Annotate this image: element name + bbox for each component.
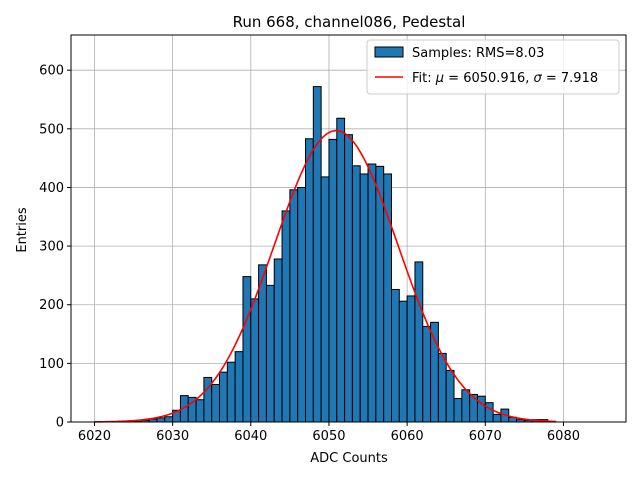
histogram-bar bbox=[344, 134, 353, 423]
histogram-bar bbox=[156, 417, 166, 423]
y-tick-label: 500 bbox=[39, 122, 64, 137]
x-axis-ticks: 6020 6030 6040 6050 6060 6070 6080 bbox=[78, 422, 580, 444]
histogram-bar bbox=[375, 165, 385, 423]
x-tick-label: 6060 bbox=[391, 429, 424, 444]
histogram-bar bbox=[390, 288, 400, 423]
histogram-bar bbox=[437, 352, 447, 423]
y-axis-ticks: 0 100 200 300 400 500 600 bbox=[39, 64, 71, 431]
legend-box bbox=[366, 39, 620, 95]
x-tick-label: 6030 bbox=[156, 429, 189, 444]
histogram-bar bbox=[312, 86, 322, 423]
gaussian-fit-curve bbox=[94, 129, 556, 423]
x-tick-label: 6080 bbox=[547, 429, 580, 444]
histogram-bar bbox=[242, 276, 252, 423]
histogram-bar bbox=[226, 361, 236, 423]
histogram-bar bbox=[211, 383, 221, 423]
y-tick-label: 100 bbox=[39, 357, 64, 372]
histogram-bar bbox=[453, 398, 463, 423]
x-axis-title: ADC Counts bbox=[310, 451, 388, 466]
legend-fit-label: Fit: μ = 6050.916, σ = 7.918 bbox=[412, 71, 598, 86]
histogram-bar bbox=[281, 210, 291, 423]
y-axis-title: Entries bbox=[15, 207, 30, 253]
histogram-bar bbox=[320, 176, 330, 423]
histogram-bar bbox=[476, 395, 486, 423]
histogram-bar bbox=[359, 173, 369, 423]
axes-frame bbox=[70, 34, 627, 423]
histogram-bar bbox=[336, 117, 346, 423]
x-tick-label: 6070 bbox=[469, 429, 502, 444]
y-tick-label: 200 bbox=[39, 298, 64, 313]
y-tick-label: 0 bbox=[56, 416, 64, 431]
histogram-bar bbox=[492, 413, 502, 423]
legend-samples-label: Samples: RMS=8.03 bbox=[412, 46, 544, 61]
histogram-bar bbox=[305, 138, 314, 423]
histogram-bar bbox=[289, 189, 299, 423]
legend: Samples: RMS=8.03 Fit: μ = 6050.916, σ =… bbox=[366, 39, 620, 95]
histogram-bar bbox=[328, 138, 338, 423]
histogram-bar bbox=[422, 325, 432, 423]
histogram-bar bbox=[250, 298, 260, 423]
histogram-bar bbox=[445, 369, 455, 423]
y-tick-label: 600 bbox=[39, 64, 64, 79]
histogram-bar bbox=[164, 416, 174, 423]
histogram-bar bbox=[398, 300, 408, 423]
histogram-bar bbox=[273, 258, 283, 423]
histogram-bar bbox=[484, 402, 494, 423]
histogram-bar bbox=[351, 165, 361, 423]
histogram-bar bbox=[219, 371, 228, 423]
x-tick-label: 6040 bbox=[234, 429, 267, 444]
histogram-bar bbox=[195, 399, 205, 423]
histogram-bar bbox=[234, 351, 244, 423]
histogram-bar bbox=[258, 264, 267, 423]
histogram-bar bbox=[414, 261, 424, 423]
x-tick-label: 6050 bbox=[312, 429, 345, 444]
histogram-bars bbox=[133, 86, 557, 423]
histogram-bar bbox=[406, 295, 416, 423]
chart-title: Run 668, channel086, Pedestal bbox=[233, 13, 466, 31]
y-tick-label: 400 bbox=[39, 181, 64, 196]
x-tick-label: 6020 bbox=[78, 429, 111, 444]
legend-samples-swatch bbox=[374, 46, 404, 58]
histogram-bar bbox=[383, 173, 392, 423]
histogram-bar bbox=[297, 186, 307, 423]
histogram-bar bbox=[461, 389, 471, 423]
histogram-bar bbox=[265, 284, 275, 423]
y-tick-label: 300 bbox=[39, 240, 64, 255]
histogram-bar bbox=[367, 163, 377, 423]
histogram-bar bbox=[430, 321, 439, 423]
